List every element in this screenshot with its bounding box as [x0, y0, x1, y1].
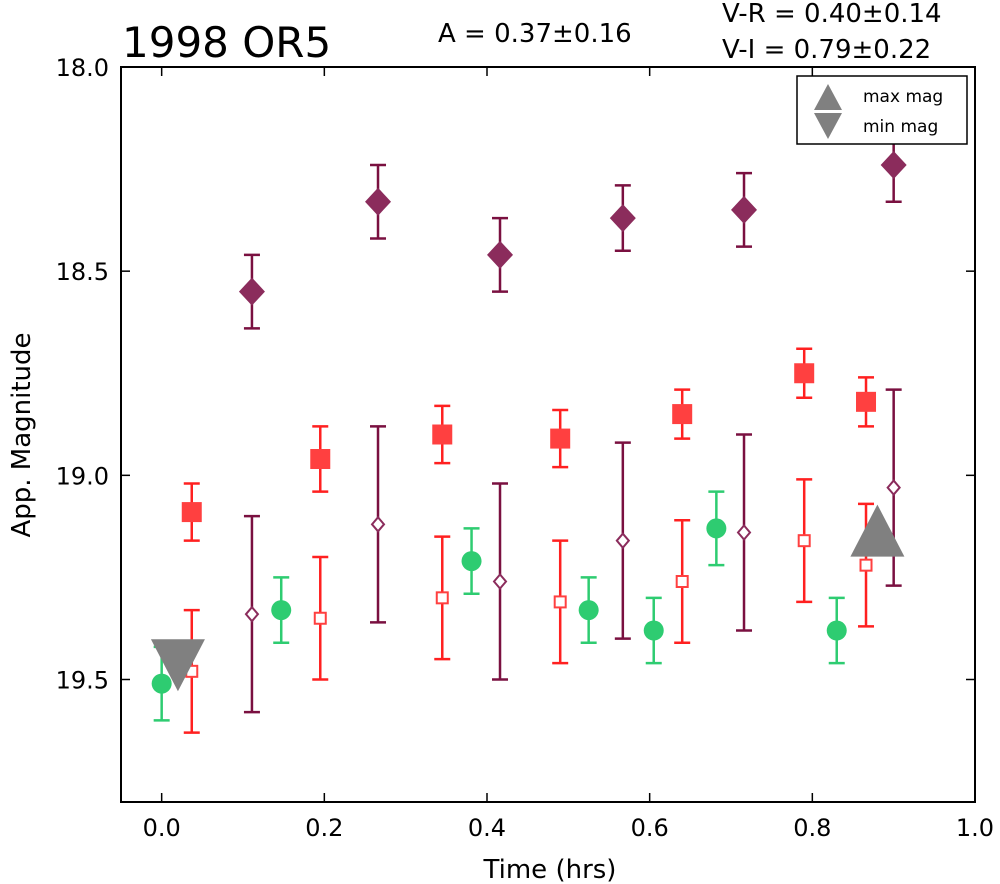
legend-max-mag-marker — [814, 84, 842, 110]
x-tick-label: 0.4 — [468, 814, 506, 842]
data-point-open-square — [859, 558, 873, 572]
data-point-circle — [461, 551, 482, 572]
x-tick-label: 0.0 — [143, 814, 181, 842]
data-point-diamond — [880, 151, 907, 179]
amplitude-label: A = 0.37±0.16 — [438, 19, 632, 49]
data-point-circle — [271, 600, 292, 621]
x-tick-label: 0.6 — [631, 814, 669, 842]
extrema-markers — [150, 504, 905, 692]
data-point-diamond — [238, 277, 265, 306]
data-point-square — [856, 391, 877, 412]
x-tick-label: 0.8 — [793, 814, 831, 842]
data-point-square — [550, 428, 571, 449]
axis-ticks: 0.0 0.2 0.4 0.6 0.8 1.0 18.0 18.5 19.0 19.5 — [56, 54, 995, 842]
data-point-open-square — [675, 575, 689, 588]
data-point-open-diamond — [615, 532, 631, 550]
data-point-square — [672, 404, 693, 425]
plot-frame — [120, 66, 976, 803]
data-point-square — [181, 502, 202, 523]
y-axis-label: App. Magnitude — [7, 332, 37, 537]
color-index-vr: V-R = 0.40±0.14 — [722, 0, 942, 29]
data-point-diamond — [609, 204, 636, 233]
y-tick-label: 18.5 — [56, 258, 109, 286]
data-point-open-diamond — [736, 523, 752, 542]
data-point-square — [310, 449, 331, 469]
data-point-circle — [578, 600, 599, 621]
legend-min-mag-label: min mag — [863, 117, 938, 137]
data-point-open-diamond — [370, 515, 386, 533]
min-mag-triangle — [150, 639, 205, 692]
legend-max-mag-label: max mag — [863, 87, 943, 107]
data-point-diamond — [365, 187, 392, 216]
data-point-diamond — [487, 240, 514, 269]
legend: max mag min mag — [796, 75, 968, 145]
x-axis-label: Time (hrs) — [483, 855, 617, 884]
x-tick-label: 1.0 — [956, 814, 994, 842]
y-tick-label: 19.5 — [56, 667, 109, 695]
x-tick-label: 0.2 — [305, 814, 343, 842]
color-index-vi: V-I = 0.79±0.22 — [722, 35, 931, 65]
data-point-diamond — [731, 195, 758, 224]
data-point-open-square — [435, 591, 449, 605]
data-point-open-diamond — [886, 479, 901, 497]
data-point-circle — [643, 620, 664, 641]
data-point-square — [794, 363, 815, 384]
legend-min-mag-marker — [814, 113, 842, 139]
data-point-open-square — [797, 534, 811, 548]
data-point-open-square — [553, 595, 567, 609]
data-point-circle — [826, 620, 847, 641]
chart-title: 1998 OR5 — [122, 18, 331, 67]
data-point-square — [432, 424, 453, 445]
max-mag-triangle — [850, 504, 905, 557]
data-point-open-diamond — [492, 572, 508, 591]
data-points — [151, 127, 907, 734]
data-point-open-diamond — [244, 605, 260, 623]
data-point-circle — [706, 518, 727, 539]
y-tick-label: 19.0 — [56, 462, 109, 490]
data-point-open-square — [313, 611, 327, 625]
data-point-circle — [151, 673, 172, 694]
y-tick-label: 18.0 — [56, 54, 109, 82]
